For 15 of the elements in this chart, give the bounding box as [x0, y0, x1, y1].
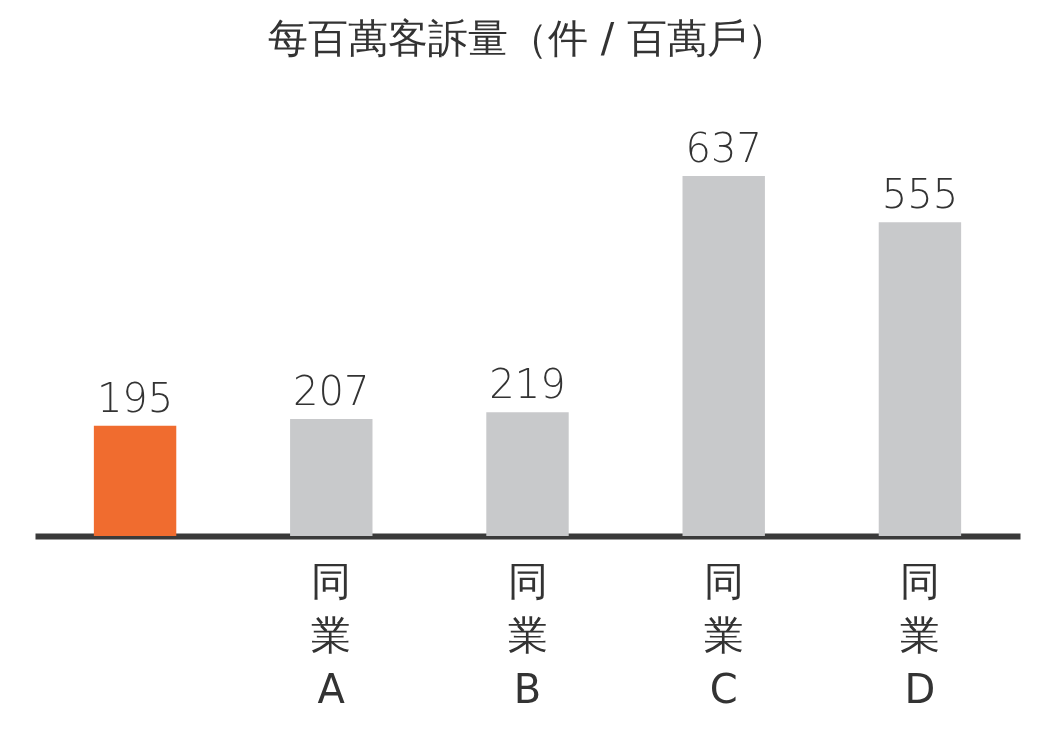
bar — [93, 425, 177, 536]
x-tick-label: 同業B — [507, 557, 548, 712]
chart-title: 每百萬客訴量（件 / 百萬戶） — [268, 15, 787, 61]
x-tick-label: 同業C — [703, 557, 744, 712]
data-label: 207 — [293, 368, 370, 415]
data-label: 219 — [489, 361, 566, 408]
x-tick-label: 同業A — [311, 557, 352, 712]
data-label: 195 — [96, 374, 174, 421]
bar — [878, 222, 962, 536]
bar — [682, 176, 765, 536]
bar — [486, 412, 569, 536]
data-label: 555 — [881, 171, 959, 218]
x-tick-label: 同業D — [899, 557, 940, 712]
bar — [290, 419, 373, 536]
data-label: 637 — [685, 125, 762, 171]
